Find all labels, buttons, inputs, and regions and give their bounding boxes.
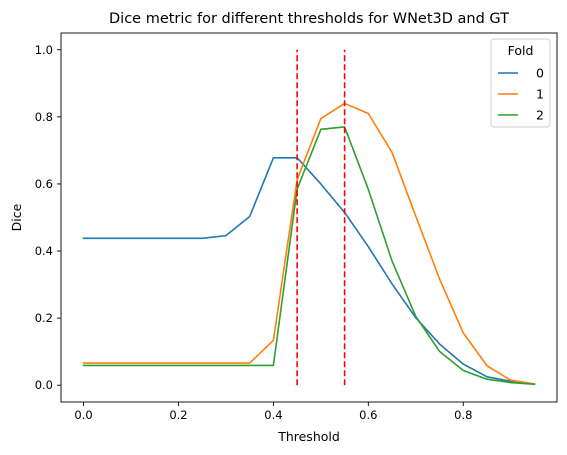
legend-label-1: 1 xyxy=(536,87,544,102)
series-line-1 xyxy=(82,102,536,385)
legend-label-2: 2 xyxy=(536,108,544,123)
plot-area-frame xyxy=(60,32,558,403)
y-tick-label: 0.4 xyxy=(35,244,53,258)
y-tick-label: 0.2 xyxy=(35,311,53,325)
y-tick-label: 0.8 xyxy=(35,110,53,124)
y-tick-label: 0.0 xyxy=(35,378,53,392)
legend-title: Fold xyxy=(508,43,534,58)
y-axis-label: Dice xyxy=(9,203,24,231)
x-tick-label: 0.6 xyxy=(359,408,377,422)
x-tick-label: 0.2 xyxy=(169,408,187,422)
plot-layer xyxy=(82,49,536,386)
chart-title: Dice metric for different thresholds for… xyxy=(109,11,509,27)
legend-box xyxy=(490,38,551,128)
x-tick-label: 0.4 xyxy=(264,408,282,422)
series-line-2 xyxy=(82,126,536,386)
legend-entries: 0 1 2 xyxy=(498,66,544,123)
y-tick-label: 0.6 xyxy=(35,177,53,191)
x-tick-label: 0.8 xyxy=(454,408,472,422)
x-axis-ticks: 0.0 0.2 0.4 0.6 0.8 xyxy=(74,402,472,422)
x-axis-label: Threshold xyxy=(277,429,340,444)
y-axis-ticks: 0.0 0.2 0.4 0.6 0.8 1.0 xyxy=(35,43,61,392)
x-tick-label: 0.0 xyxy=(74,408,92,422)
legend-label-0: 0 xyxy=(536,66,544,81)
legend: Fold 0 1 2 xyxy=(490,38,551,128)
series-line-0 xyxy=(82,156,536,386)
y-tick-label: 1.0 xyxy=(35,43,53,57)
